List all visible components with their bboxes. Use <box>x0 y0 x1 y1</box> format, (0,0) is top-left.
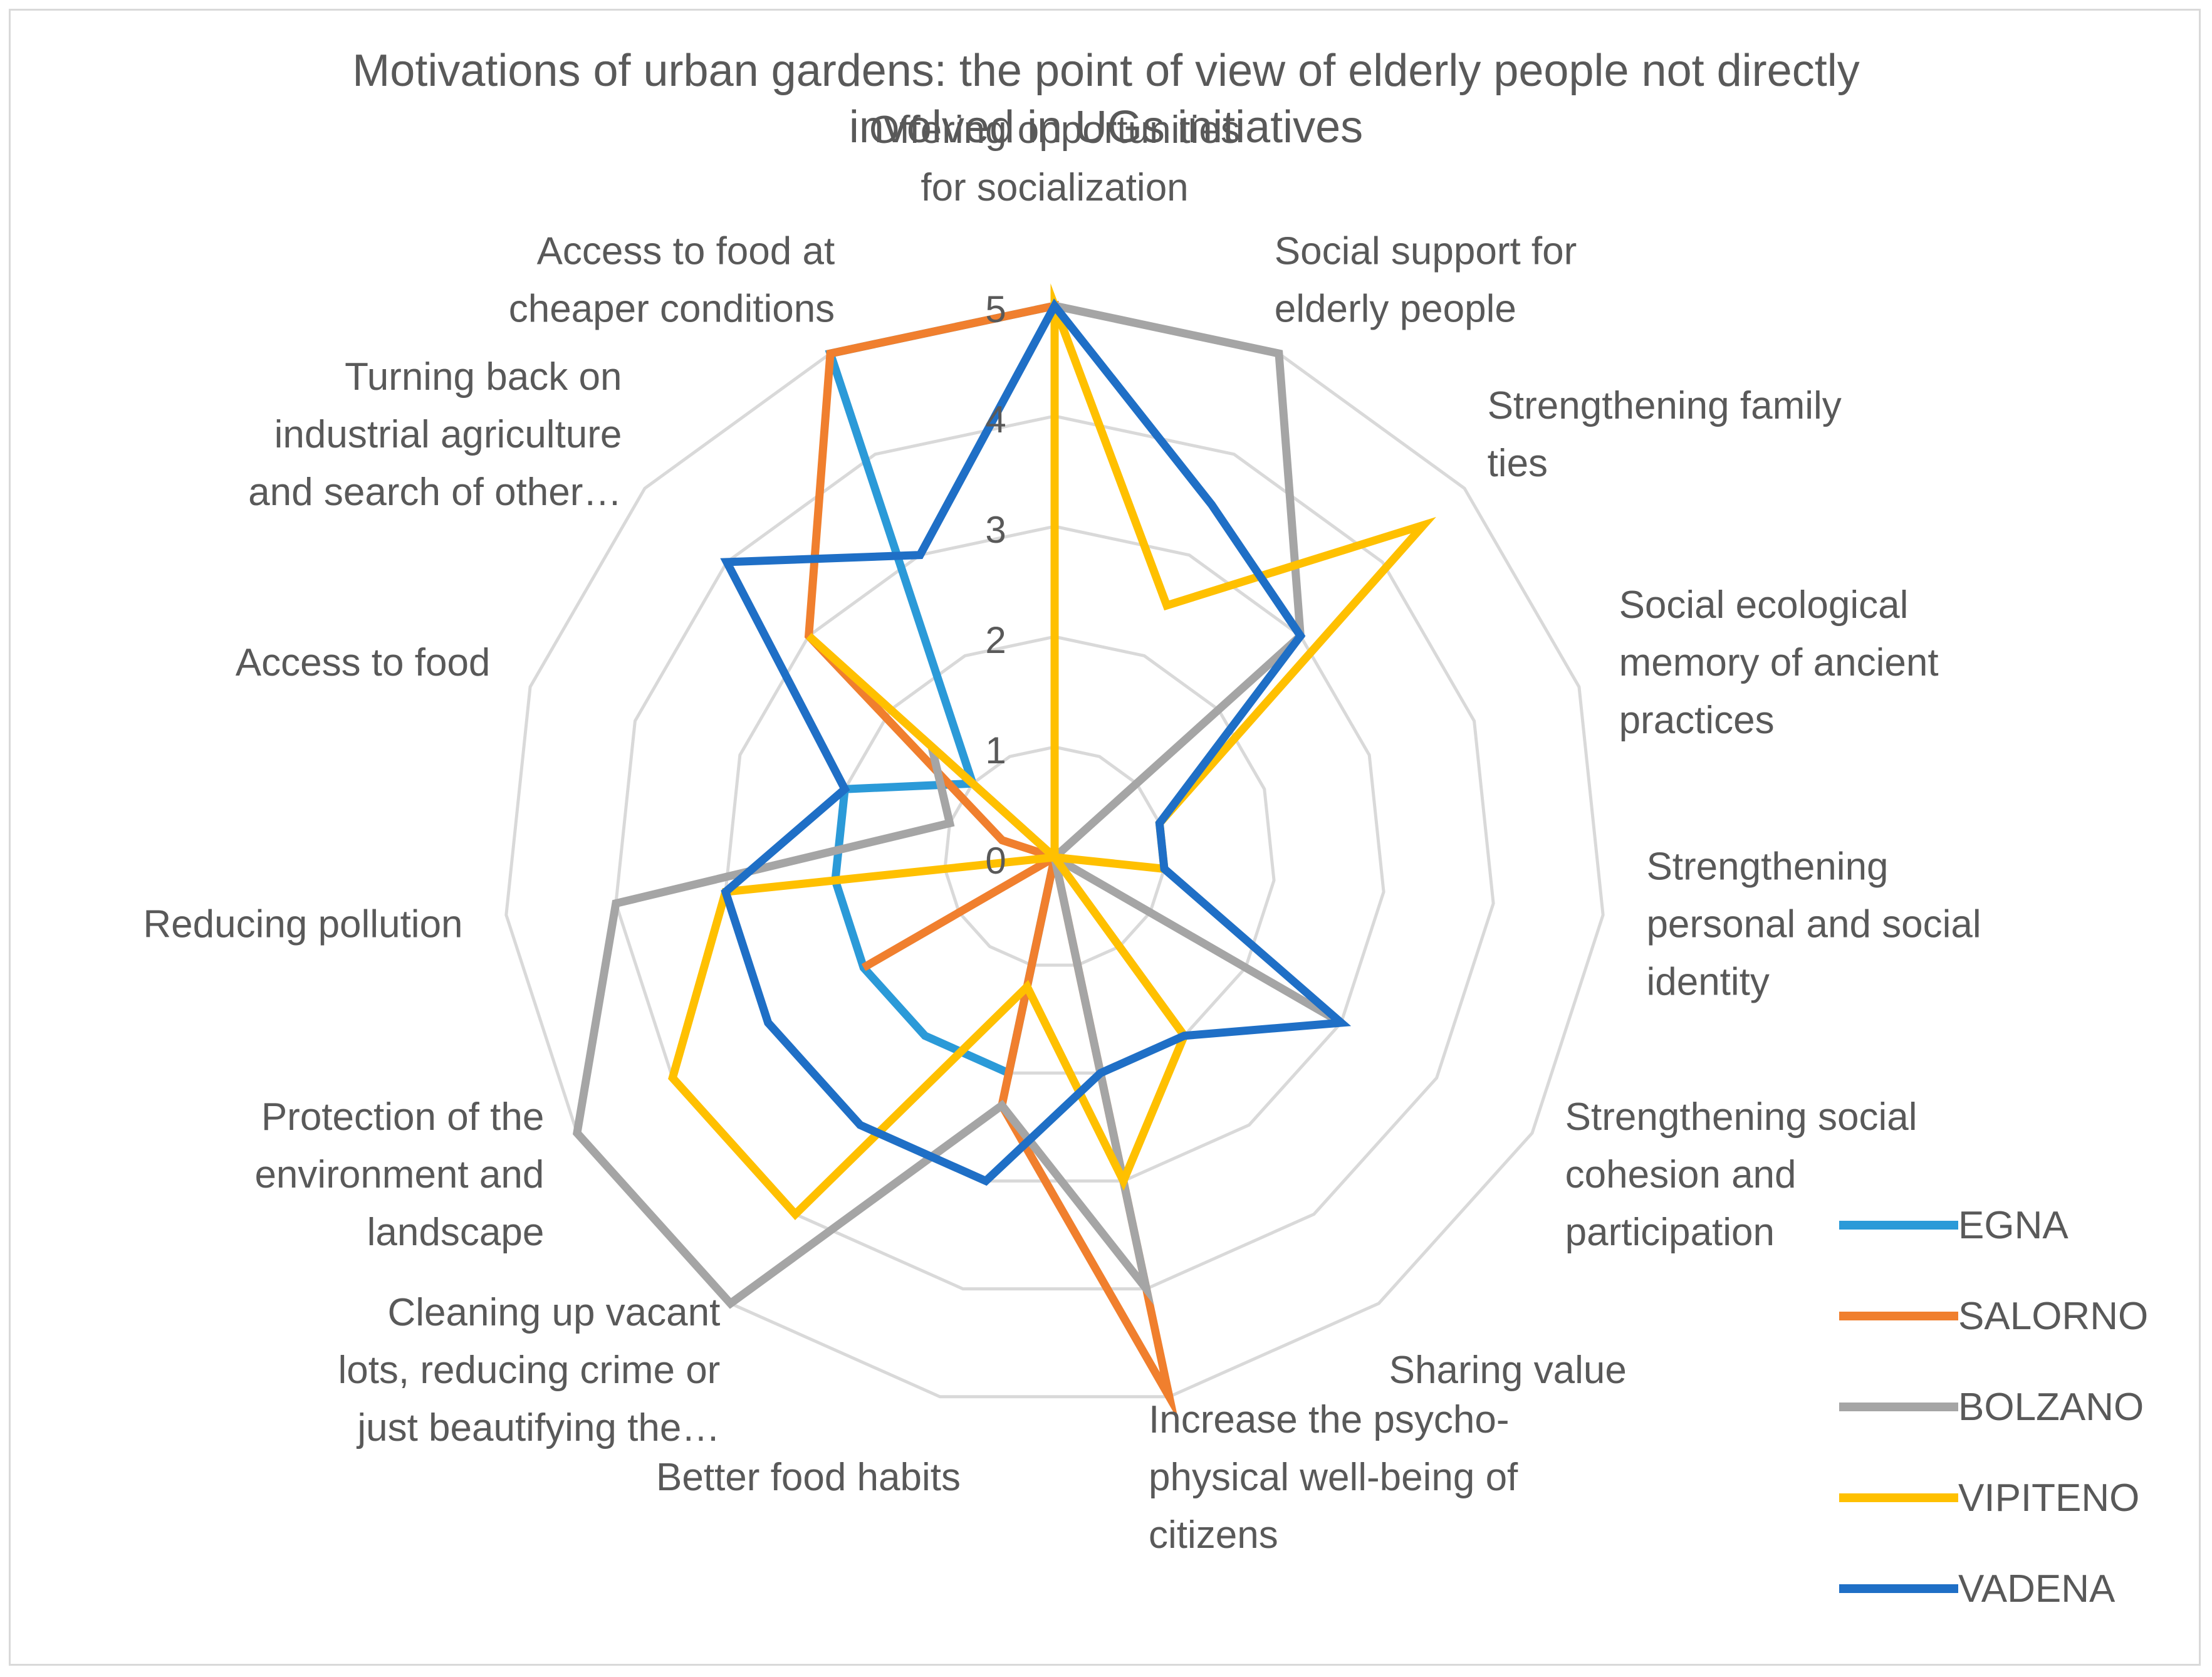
legend-label: BOLZANO <box>1958 1385 2144 1429</box>
axis-label-2: Strengthening family ties <box>1488 384 1842 485</box>
radial-tick-0: 0 <box>985 840 1006 882</box>
radial-tick-1: 1 <box>985 729 1006 771</box>
legend-label: SALORNO <box>1958 1294 2149 1338</box>
chart-title-line-2: involved in UGs initiatives <box>848 102 1364 152</box>
legend-swatch <box>1839 1221 1958 1230</box>
radar-grid <box>504 304 1605 1399</box>
radial-tick-labels: 0 1 2 3 4 5 <box>985 288 1006 882</box>
grid-ring-5 <box>504 304 1605 1399</box>
series-line-vadena <box>720 298 1352 1186</box>
legend-item-egna: EGNA <box>1839 1203 2069 1247</box>
legend-label: EGNA <box>1958 1203 2069 1247</box>
legend-item-vipiteno: VIPITENO <box>1839 1476 2139 1520</box>
radial-tick-4: 4 <box>985 399 1006 441</box>
axis-label-1: Social support for elderly people <box>1275 229 1577 330</box>
legend-item-salorno: SALORNO <box>1839 1294 2148 1338</box>
axis-label-4: Strengthening personal and social identity <box>1646 845 1981 1004</box>
legend-swatch <box>1839 1584 1958 1593</box>
legend-swatch <box>1839 1312 1958 1320</box>
axis-label-6: Sharing value <box>1389 1349 1627 1392</box>
axis-label-11: Reducing pollution <box>143 903 462 946</box>
grid-ring-1 <box>943 745 1166 967</box>
legend-item-bolzano: BOLZANO <box>1839 1385 2144 1429</box>
axis-label-3: Social ecological memory of ancient practi… <box>1619 583 1939 742</box>
radar-series <box>572 283 1436 1421</box>
axis-label-8: Better food habits <box>656 1456 961 1499</box>
radial-tick-2: 2 <box>985 619 1006 661</box>
legend-swatch <box>1839 1493 1958 1502</box>
axis-label-9: Cleaning up vacant lots, reducing crime o… <box>338 1291 720 1450</box>
axis-label-12: Access to food <box>236 641 491 684</box>
axis-label-13: Turning back on industrial agriculture and… <box>248 355 622 514</box>
legend-label: VADENA <box>1958 1567 2115 1611</box>
radial-tick-3: 3 <box>985 509 1006 551</box>
axis-label-14: Access to food at cheaper conditions <box>509 229 835 330</box>
category-labels: Offering opportunities for socialization S… <box>143 108 1981 1557</box>
axis-label-10: Protection of the environment and landscap… <box>254 1095 544 1254</box>
radial-tick-5: 5 <box>985 288 1006 330</box>
axis-label-7: Increase the psycho-physical well-being … <box>1149 1398 1518 1557</box>
grid-ring-4 <box>614 414 1495 1291</box>
series-line-bolzano <box>572 300 1343 1309</box>
legend-swatch <box>1839 1403 1958 1411</box>
legend-item-vadena: VADENA <box>1839 1567 2115 1611</box>
grid-ring-2 <box>833 635 1276 1075</box>
series-line-vipiteno <box>668 283 1436 1220</box>
chart-title-line-1: Motivations of urban gardens: the point … <box>352 46 1860 96</box>
axis-label-5: Strengthening social cohesion and particip… <box>1565 1095 1917 1254</box>
axis-label-0: Offering opportunities for socialization <box>869 108 1240 209</box>
grid-ring-3 <box>724 525 1385 1183</box>
chart-frame <box>9 9 2201 1666</box>
legend-label: VIPITENO <box>1958 1476 2140 1520</box>
